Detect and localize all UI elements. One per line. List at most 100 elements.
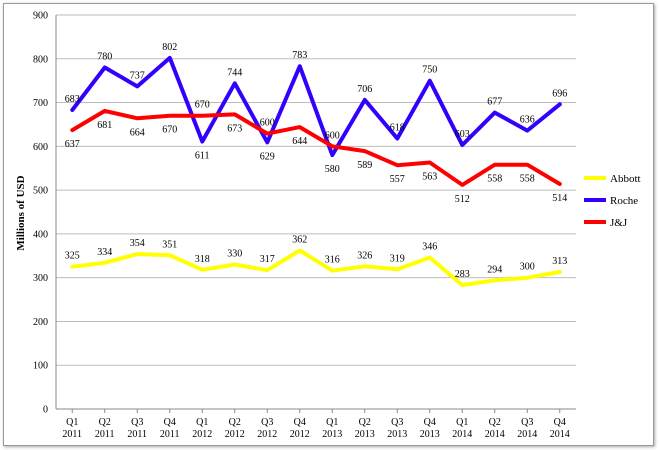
y-tick-label: 900 [33, 11, 48, 22]
x-tick-year: 2012 [257, 429, 277, 440]
x-tick-quarter: Q4 [554, 417, 566, 428]
data-label: 706 [357, 84, 372, 95]
series-line-roche [70, 55, 562, 158]
data-label: 618 [390, 122, 405, 133]
x-tick-year: 2013 [355, 429, 375, 440]
legend-label: Abbott [610, 173, 641, 185]
x-tick-quarter: Q1 [326, 417, 338, 428]
data-label: 319 [390, 253, 405, 264]
y-tick-label: 400 [33, 229, 48, 240]
data-label: 346 [422, 242, 437, 253]
x-tick-year: 2013 [322, 429, 342, 440]
x-tick-year: 2011 [127, 429, 147, 440]
data-label: 629 [260, 151, 275, 162]
y-tick-label: 0 [43, 405, 48, 416]
x-tick-quarter: Q2 [489, 417, 501, 428]
data-label: 683 [65, 94, 80, 105]
data-label: 313 [552, 256, 567, 267]
data-label: 636 [520, 115, 535, 126]
x-tick-year: 2014 [550, 429, 570, 440]
x-tick-quarter: Q1 [66, 417, 78, 428]
data-label: 681 [97, 120, 112, 131]
y-axis-label: Millions of USD [15, 175, 27, 250]
data-label: 637 [65, 139, 80, 150]
x-tick-quarter: Q2 [99, 417, 111, 428]
data-label: 603 [455, 129, 470, 140]
x-tick-year: 2012 [192, 429, 212, 440]
y-tick-label: 700 [33, 98, 48, 109]
data-label: 558 [520, 174, 535, 185]
data-label: 644 [292, 136, 307, 147]
x-tick-year: 2013 [387, 429, 407, 440]
data-label: 744 [227, 67, 242, 78]
y-tick-label: 300 [33, 273, 48, 284]
x-tick-quarter: Q1 [196, 417, 208, 428]
data-label: 316 [325, 255, 340, 266]
x-tick-quarter: Q3 [261, 417, 273, 428]
data-label: 664 [130, 127, 145, 138]
data-label: 362 [292, 235, 307, 246]
data-label: 351 [162, 239, 177, 250]
data-label: 737 [130, 70, 145, 81]
grid-lines [55, 14, 576, 410]
data-label: 589 [357, 160, 372, 171]
data-label: 558 [487, 174, 502, 185]
y-axis-ticks: 0 100 200 300 400 500 600 700 800 900 [33, 11, 48, 416]
series-line-jj [70, 108, 562, 187]
x-axis-ticks: Q12011Q22011Q32011Q42011Q12012Q22012Q320… [62, 409, 570, 440]
chart-frame [3, 3, 654, 446]
data-label: 677 [487, 97, 502, 108]
x-tick-year: 2014 [517, 429, 537, 440]
y-tick-label: 500 [33, 186, 48, 197]
data-label: 696 [552, 88, 567, 99]
data-label: 354 [130, 238, 145, 249]
x-tick-quarter: Q1 [456, 417, 468, 428]
data-label: 512 [455, 194, 470, 205]
x-tick-year: 2014 [485, 429, 505, 440]
data-label: 294 [487, 264, 502, 275]
x-tick-year: 2011 [160, 429, 180, 440]
data-label: 283 [455, 269, 470, 280]
x-tick-year: 2011 [95, 429, 115, 440]
x-tick-year: 2011 [62, 429, 82, 440]
data-label: 600 [325, 130, 340, 141]
data-label: 670 [162, 125, 177, 136]
data-label: 318 [195, 254, 210, 265]
y-tick-label: 100 [33, 361, 48, 372]
data-label: 563 [422, 172, 437, 183]
data-label: 334 [97, 247, 112, 258]
y-tick-label: 600 [33, 142, 48, 153]
x-tick-quarter: Q2 [359, 417, 371, 428]
data-label: 600 [260, 118, 275, 129]
x-tick-quarter: Q4 [164, 417, 176, 428]
legend-label: Roche [610, 195, 638, 207]
x-tick-quarter: Q3 [131, 417, 143, 428]
series-line-abbott [70, 248, 562, 288]
x-tick-quarter: Q3 [391, 417, 403, 428]
data-label: 514 [552, 193, 567, 204]
data-label: 317 [260, 254, 275, 265]
legend: Abbott Roche J&J [584, 173, 641, 229]
x-tick-year: 2013 [420, 429, 440, 440]
x-tick-quarter: Q4 [294, 417, 306, 428]
x-tick-year: 2014 [452, 429, 472, 440]
x-tick-quarter: Q3 [521, 417, 533, 428]
legend-label: J&J [610, 217, 628, 229]
data-labels: 325 334 354 351 318 330 317 362 316 326 319 346 283 2… [65, 42, 568, 280]
y-tick-label: 200 [33, 317, 48, 328]
x-tick-year: 2012 [290, 429, 310, 440]
data-label: 611 [195, 151, 210, 162]
y-tick-label: 800 [33, 54, 48, 65]
data-label: 670 [195, 100, 210, 111]
data-label: 783 [292, 50, 307, 61]
x-tick-quarter: Q2 [229, 417, 241, 428]
data-label: 330 [227, 249, 242, 260]
data-label: 673 [227, 123, 242, 134]
data-label: 557 [390, 174, 405, 185]
data-label: 326 [357, 250, 372, 261]
data-label: 802 [162, 42, 177, 53]
data-label: 750 [422, 65, 437, 76]
data-label: 580 [325, 164, 340, 175]
x-tick-year: 2012 [225, 429, 245, 440]
